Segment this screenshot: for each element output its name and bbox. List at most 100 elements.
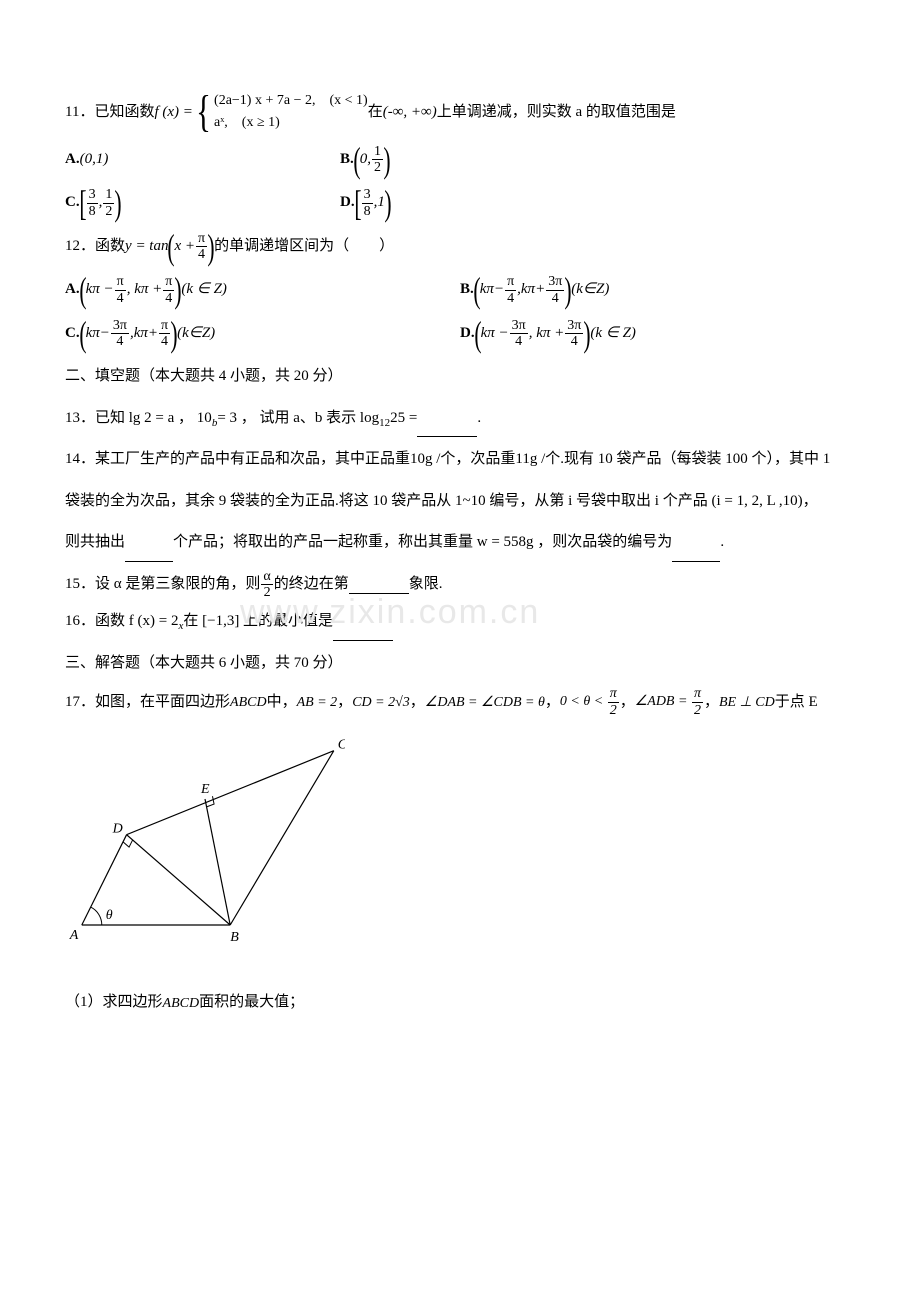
q12-options-row1: A. ( kπ − π 4 , kπ + π 4 ) (k ∈ Z) B. ( … — [65, 271, 855, 309]
q12-optB: B. ( kπ− π 4 ,kπ+ 3π 4 ) (k∈Z) — [460, 271, 855, 309]
frac-den: 4 — [550, 291, 561, 306]
q13-sub: 12 — [379, 410, 390, 438]
q12-inner1: x + — [174, 228, 195, 266]
paren-icon: ) — [175, 272, 182, 308]
paren-icon: ( — [353, 142, 360, 178]
q15-text3: 象限. — [409, 566, 443, 604]
q15-blank — [349, 576, 409, 594]
q15-text2: 的终边在第 — [274, 566, 349, 604]
q11-optB: B. ( 0, 1 2 ) — [340, 141, 735, 179]
svg-text:A: A — [69, 928, 79, 943]
q12-optC-tail: (k∈Z) — [177, 315, 215, 353]
quadrilateral-diagram: θABCDE — [65, 736, 345, 946]
q11-options-row1: A. (0,1) B. ( 0, 1 2 ) — [65, 141, 855, 179]
question-14-line1: 14． 某工厂生产的产品中有正品和次品，其中正品重10g /个，次品重11g /… — [65, 441, 855, 479]
paren-icon: ( — [79, 272, 86, 308]
question-15: 15． 设 α 是第三象限的角，则 α 2 的终边在第 象限. — [65, 566, 855, 604]
frac-num: π — [608, 686, 619, 702]
q11-number: 11． — [65, 94, 94, 132]
frac-num: 3π — [546, 274, 564, 290]
q12-optA-comma: , kπ + — [127, 271, 163, 309]
q14-line3b: 个产品；将取出的产品一起称重，称出其重量 w = 558g ，则次品袋的编号为 — [173, 524, 672, 562]
q12-optC: C. ( kπ− 3π 4 ,kπ+ π 4 ) (k∈Z) — [65, 315, 460, 353]
question-17: 17． 如图，在平面四边形 ABCD 中， AB = 2 ， CD = 2√3 … — [65, 686, 855, 718]
frac-num: 3 — [362, 187, 373, 203]
q17-ab: AB = 2 — [297, 690, 338, 715]
frac-num: 1 — [372, 144, 383, 160]
frac-den: 8 — [87, 204, 98, 219]
q11-func: f (x) = — [154, 94, 192, 132]
question-16: 16． 函数 f (x) = 2x 在 [−1,3] 上的最小值是 — [65, 603, 855, 641]
svg-text:D: D — [112, 822, 123, 837]
q17-range: 0 < θ < π 2 — [560, 686, 620, 718]
paren-icon: ) — [115, 185, 122, 221]
question-12: 12． 函数 y = tan ( x + π 4 ) 的单调递增区间为（ ） — [65, 228, 855, 266]
q15-number: 15． — [65, 566, 95, 604]
q13-text4: . — [477, 400, 481, 438]
paren-icon: ) — [384, 185, 391, 221]
bracket-icon: [ — [79, 185, 86, 221]
q12-optA-f2: π 4 — [163, 274, 174, 306]
frac-den: 4 — [513, 334, 524, 349]
section-3-heading: 三、解答题（本大题共 6 小题，共 70 分） — [65, 645, 855, 683]
q17-text2: 中， — [267, 689, 297, 716]
q11-optA-label: A. — [65, 141, 80, 179]
paren-icon: ( — [473, 272, 480, 308]
q12-optD-label: D. — [460, 315, 475, 353]
q15-text1: 设 α 是第三象限的角，则 — [95, 566, 260, 604]
q17-c1: ， — [337, 689, 352, 716]
q12-optD-f1: 3π 4 — [510, 318, 528, 350]
q16-text2: 在 [−1,3] 上的最小值是 — [183, 603, 333, 641]
q17-c2: ， — [410, 689, 425, 716]
paren-icon: ( — [79, 316, 86, 352]
q12-optA-label: A. — [65, 271, 80, 309]
frac-num: π — [163, 274, 174, 290]
q12-optC-comma: ,kπ+ — [130, 315, 158, 353]
frac-den: 2 — [372, 160, 383, 175]
frac-num: 1 — [103, 187, 114, 203]
frac-den: 2 — [262, 585, 273, 600]
q11-suffix1: 在 — [368, 94, 383, 132]
q12-optD-tail: (k ∈ Z) — [590, 315, 636, 353]
frac-den: 4 — [163, 291, 174, 306]
q14-line3a: 则共抽出 — [65, 524, 125, 562]
frac-num: 3 — [87, 187, 98, 203]
section-2-heading: 二、填空题（本大题共 4 小题，共 20 分） — [65, 358, 855, 396]
q13-text1: 已知 lg 2 = a ， 10 — [95, 400, 212, 438]
q11-optD-f1: 3 8 — [362, 187, 373, 219]
q12-number: 12． — [65, 228, 95, 266]
paren-icon: ( — [474, 316, 481, 352]
q17-adb: ∠ADB = π 2 — [635, 686, 704, 718]
q17-range-pre: 0 < θ < — [560, 694, 607, 709]
bracket-icon: [ — [354, 185, 361, 221]
frac-den: 4 — [159, 334, 170, 349]
q11-optD: D. [ 3 8 ,1 ) — [340, 184, 735, 222]
svg-text:C: C — [338, 738, 345, 753]
q12-optB-comma: ,kπ+ — [517, 271, 545, 309]
q14-number: 14． — [65, 441, 95, 479]
q12-optA-tail: (k ∈ Z) — [181, 271, 227, 309]
q11-optC-f1: 3 8 — [87, 187, 98, 219]
q12-frac: π 4 — [196, 231, 207, 263]
q11-prefix: 已知函数 — [94, 94, 154, 132]
q15-frac: α 2 — [261, 569, 272, 601]
q13-text3: 25 = — [390, 400, 417, 438]
brace-icon: { — [196, 90, 211, 134]
paren-icon: ) — [170, 316, 177, 352]
q14-text1: 某工厂生产的产品中有正品和次品，其中正品重10g /个，次品重11g /个.现有… — [95, 441, 830, 479]
q11-options-row2: C. [ 3 8 , 1 2 ) D. [ 3 8 ,1 ) — [65, 184, 855, 222]
frac-num: α — [261, 569, 272, 585]
q17-figure: θABCDE — [65, 736, 855, 962]
q17-number: 17． — [65, 689, 95, 716]
frac-den: 4 — [505, 291, 516, 306]
frac-den: 2 — [608, 703, 619, 718]
frac-num: π — [505, 274, 516, 290]
frac-den: 4 — [115, 291, 126, 306]
frac-den: 4 — [196, 247, 207, 262]
q11-optC-comma: , — [99, 184, 103, 222]
paren-icon: ) — [565, 272, 572, 308]
q12-optD-f2: 3π 4 — [565, 318, 583, 350]
q17-adb-frac: π 2 — [692, 686, 703, 718]
q16-blank — [333, 623, 393, 641]
q11-optD-comma: ,1 — [374, 184, 385, 222]
